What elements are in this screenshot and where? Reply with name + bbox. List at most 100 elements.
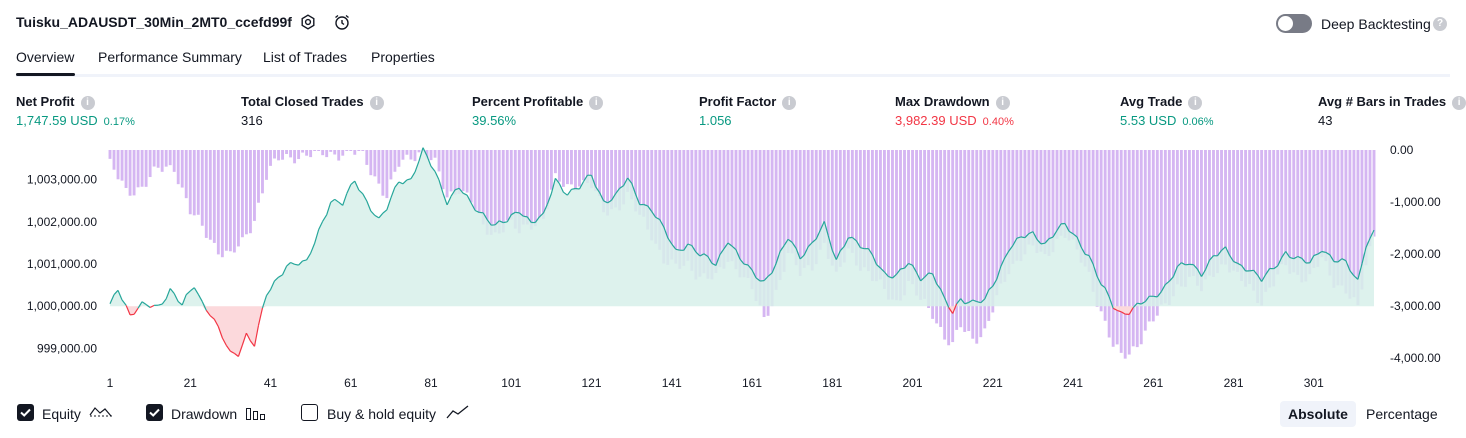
info-icon[interactable]: i [589, 96, 604, 110]
metric-value-avg-trade: 5.53 USD 0.06% [1120, 113, 1214, 128]
equity-line-segment [177, 301, 183, 306]
drawdown-bars-icon [245, 405, 267, 426]
drawdown-bar [273, 150, 276, 159]
drawdown-bar [313, 150, 317, 151]
drawdown-bar [730, 150, 734, 262]
equity-line-segment [506, 214, 512, 223]
drawdown-bar [140, 150, 144, 187]
drawdown-checkbox[interactable] [146, 404, 163, 421]
equity-line-segment [1020, 236, 1026, 239]
equity-label[interactable]: Equity [42, 406, 81, 422]
x-axis-tick: 161 [742, 376, 762, 390]
drawdown-bar [682, 150, 686, 266]
equity-line-segment [727, 242, 733, 247]
tab-performance-summary[interactable]: Performance Summary [98, 49, 242, 65]
equity-line-segment [663, 226, 669, 239]
drawdown-bar [987, 150, 991, 321]
drawdown-label[interactable]: Drawdown [171, 406, 238, 422]
drawdown-bar [401, 150, 405, 160]
drawdown-bar [1356, 150, 1360, 306]
tab-properties[interactable]: Properties [371, 49, 435, 65]
equity-line-segment [253, 325, 260, 347]
equity-line-segment [908, 262, 913, 266]
equity-line-segment [558, 183, 564, 193]
equity-line-segment [795, 248, 801, 260]
equity-line-segment [221, 337, 227, 346]
equity-line-segment [498, 220, 504, 224]
alert-clock-icon[interactable] [333, 13, 351, 31]
settings-icon[interactable] [299, 13, 317, 31]
equity-drawdown-chart[interactable]: 1,003,000.00 1,002,000.00 1,001,000.00 1,00… [0, 140, 1466, 395]
equity-negative-fill [110, 306, 1374, 357]
drawdown-bar [626, 150, 630, 192]
drawdown-bar [397, 150, 401, 167]
equity-line-segment [1100, 284, 1106, 289]
absolute-button[interactable]: Absolute [1280, 401, 1356, 427]
drawdown-bar [582, 150, 585, 181]
drawdown-bar [108, 150, 112, 159]
buy-hold-checkbox[interactable] [301, 404, 318, 421]
drawdown-bar [1300, 150, 1304, 283]
equity-line-segment [619, 185, 624, 189]
equity-line-segment [269, 280, 276, 290]
equity-line-segment [1349, 270, 1355, 277]
info-icon[interactable]: i [369, 96, 384, 110]
equity-line-segment [418, 147, 424, 162]
drawdown-bar [895, 150, 898, 301]
equity-checkbox[interactable] [17, 404, 34, 421]
tab-list-of-trades[interactable]: List of Trades [263, 49, 348, 65]
equity-line-segment [1044, 238, 1050, 244]
info-icon[interactable]: i [1452, 96, 1466, 110]
equity-line-segment [590, 175, 597, 187]
equity-line-segment [466, 194, 472, 204]
drawdown-bar [1340, 150, 1344, 286]
drawdown-bar [481, 150, 485, 225]
equity-line-segment [1257, 274, 1263, 282]
percentage-button[interactable]: Percentage [1366, 406, 1438, 422]
equity-line-segment [1289, 256, 1294, 260]
equity-line-segment [1164, 280, 1170, 286]
equity-line-segment [1192, 264, 1198, 270]
equity-line-segment [719, 248, 725, 256]
tab-active-indicator [16, 73, 75, 76]
x-axis-tick: 261 [1143, 376, 1163, 390]
left-axis: 1,003,000.00 1,002,000.00 1,001,000.00 1,00… [27, 173, 97, 356]
equity-line-segment [1228, 254, 1235, 262]
drawdown-bar [493, 150, 497, 233]
drawdown-bar [694, 150, 698, 280]
x-axis-tick: 41 [264, 376, 278, 390]
drawdown-bar [1131, 150, 1135, 347]
equity-line-segment [743, 263, 749, 266]
drawdown-bar [357, 150, 361, 151]
drawdown-bar [184, 150, 188, 199]
info-icon[interactable]: i [1188, 96, 1203, 110]
info-icon[interactable]: i [995, 96, 1010, 110]
info-icon[interactable]: i [782, 96, 797, 110]
drawdown-bar [790, 150, 794, 254]
drawdown-bar [1107, 150, 1111, 338]
equity-line-segment [611, 193, 617, 201]
drawdown-bar [718, 150, 722, 268]
drawdown-bar [1035, 150, 1039, 254]
drawdown-bar [1276, 150, 1280, 275]
drawdown-bar [253, 150, 256, 221]
equity-line-segment [494, 220, 500, 226]
drawdown-bar [293, 150, 297, 164]
equity-line-segment [205, 310, 211, 317]
drawdown-bar [156, 150, 160, 168]
equity-line-segment [322, 214, 328, 222]
drawdown-bar [999, 150, 1003, 284]
tab-overview[interactable]: Overview [16, 49, 75, 65]
drawdown-bar [742, 150, 746, 278]
info-icon[interactable]: i [80, 96, 95, 110]
deep-backtesting-toggle[interactable] [1276, 14, 1312, 33]
equity-line-segment [972, 299, 977, 303]
equity-line-segment [775, 251, 781, 264]
drawdown-bar [943, 150, 947, 340]
buy-hold-label[interactable]: Buy & hold equity [327, 406, 436, 422]
help-icon[interactable]: ? [1433, 17, 1447, 31]
equity-line-segment [354, 180, 360, 191]
equity-line-segment [1032, 231, 1038, 240]
equity-line-segment [767, 272, 773, 277]
drawdown-bar [1147, 150, 1151, 322]
